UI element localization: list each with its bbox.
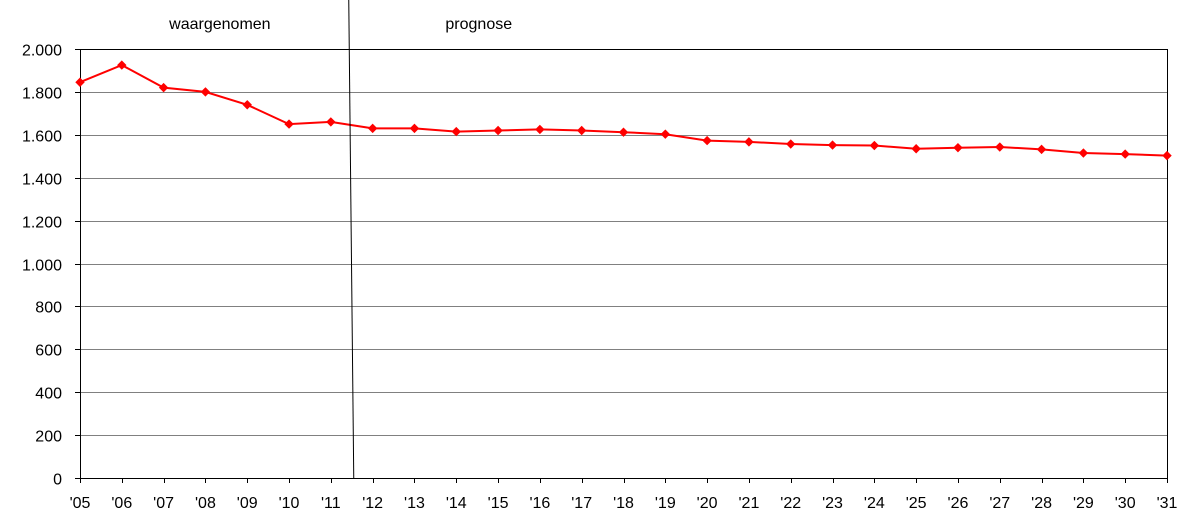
data-point [158, 82, 169, 93]
x-tick-label: '31 [1157, 495, 1178, 512]
x-tick-label: '12 [362, 495, 383, 512]
data-point [367, 123, 378, 134]
x-tick-label: '06 [111, 495, 132, 512]
y-tick-label: 600 [35, 343, 62, 360]
x-tick-label: '29 [1073, 495, 1094, 512]
x-tick-label: '07 [153, 495, 174, 512]
x-tick-label: '08 [195, 495, 216, 512]
data-point [869, 140, 880, 151]
x-tick-label: '25 [906, 495, 927, 512]
x-tick-label: '16 [529, 495, 550, 512]
x-tick-label: '18 [613, 495, 634, 512]
data-point [995, 142, 1005, 152]
x-tick-label: '17 [571, 495, 592, 512]
x-tick-label: '11 [321, 495, 341, 512]
x-tick-label: '14 [446, 495, 467, 512]
x-tick-label: '19 [655, 495, 676, 512]
data-point [618, 127, 629, 137]
y-tick-label: 400 [35, 386, 62, 403]
data-point [493, 125, 503, 136]
data-point [451, 126, 461, 137]
x-tick-label: '26 [948, 495, 969, 512]
y-tick-label: 200 [35, 429, 62, 446]
x-tick-label: '23 [822, 495, 843, 512]
x-tick-label: '27 [989, 495, 1010, 512]
x-tick-label: '20 [697, 495, 718, 512]
y-tick-label: 1.600 [22, 129, 62, 146]
data-point [911, 144, 921, 154]
data-point [576, 125, 587, 136]
y-tick-label: 1.000 [22, 258, 62, 275]
x-axis-ticks: '05 '06 '07 '08 '09 '10 '11 '12 '13 '14 '15 '16 '17 '… [70, 478, 1178, 512]
data-point [786, 139, 796, 149]
data-point [284, 119, 294, 129]
data-point [242, 100, 252, 110]
data-point [1120, 149, 1130, 159]
data-point [744, 137, 754, 147]
observed-forecast-divider [348, 0, 355, 479]
data-point [200, 87, 211, 97]
x-tick-label: '13 [404, 495, 425, 512]
data-point [1162, 150, 1172, 161]
x-tick-label: '28 [1031, 495, 1052, 512]
y-tick-label: 1.400 [22, 172, 62, 189]
data-point [702, 135, 712, 146]
y-axis-ticks: 0 200 400 600 800 1.000 1.200 1.400 1.600 1.800 2.… [22, 43, 80, 489]
y-tick-label: 800 [35, 300, 62, 317]
series-layer [75, 60, 1172, 161]
annotation-waargenomen: waargenomen [168, 16, 270, 33]
x-tick-label: '22 [780, 495, 801, 512]
x-tick-label: '15 [488, 495, 509, 512]
annotation-prognose: prognose [445, 16, 512, 33]
data-point [535, 124, 545, 135]
x-tick-label: '21 [738, 495, 759, 512]
x-tick-label: '09 [237, 495, 258, 512]
data-point [1036, 144, 1047, 155]
data-point [326, 117, 336, 127]
y-tick-label: 1.200 [22, 215, 62, 232]
data-point [1078, 148, 1089, 158]
data-point [75, 77, 85, 87]
data-point [953, 142, 963, 153]
x-tick-label: '30 [1115, 495, 1136, 512]
x-tick-label: '10 [279, 495, 300, 512]
x-tick-label: '24 [864, 495, 885, 512]
data-point [117, 60, 127, 70]
data-point [660, 129, 671, 139]
data-point [827, 140, 838, 150]
data-point [409, 123, 420, 134]
x-tick-label: '05 [70, 495, 91, 512]
y-tick-label: 0 [53, 472, 62, 489]
y-tick-label: 2.000 [22, 43, 62, 60]
y-tick-label: 1.800 [22, 86, 62, 103]
